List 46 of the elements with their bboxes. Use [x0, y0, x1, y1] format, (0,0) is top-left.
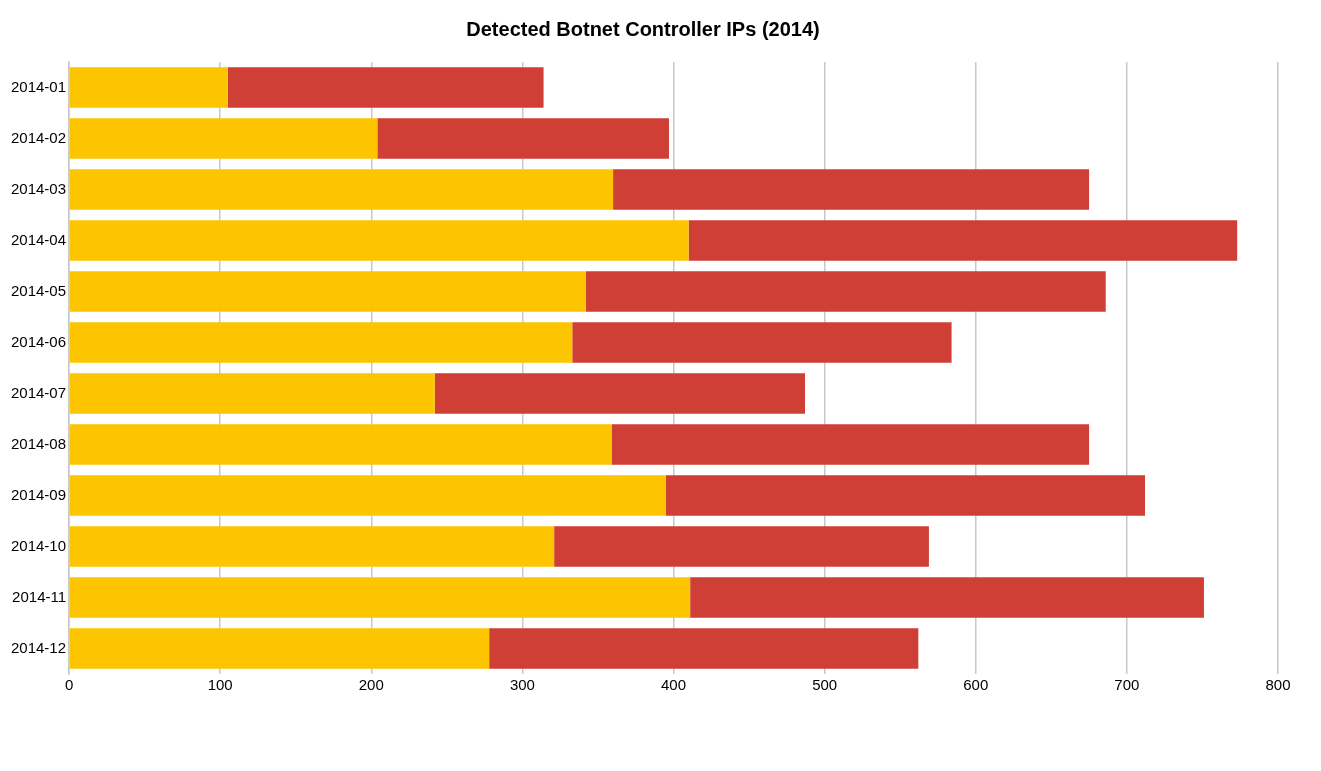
- bar: [69, 169, 614, 210]
- x-tick-label: 700: [1114, 676, 1140, 694]
- bar: [554, 526, 929, 567]
- y-tick-label: 2014-03: [10, 179, 67, 197]
- y-tick-label: 2014-10: [10, 536, 67, 554]
- y-tick-label: 2014-02: [10, 128, 67, 146]
- bar: [69, 475, 666, 516]
- bar: [688, 220, 1238, 261]
- bar: [227, 67, 544, 108]
- bar: [69, 322, 573, 363]
- y-tick-label: 2014-05: [10, 281, 67, 299]
- bar: [69, 67, 228, 108]
- bar: [690, 577, 1204, 618]
- bar: [572, 322, 952, 363]
- x-tick-label: 500: [812, 676, 838, 694]
- chart-title: Detected Botnet Controller IPs (2014): [466, 17, 820, 40]
- y-tick-label: 2014-11: [12, 587, 67, 605]
- x-tick-label: 800: [1265, 676, 1291, 694]
- y-tick-label: 2014-08: [10, 434, 67, 452]
- bar: [611, 424, 1090, 465]
- y-tick-label: 2014-04: [10, 230, 67, 248]
- bar: [69, 271, 586, 312]
- x-tick-label: 200: [358, 676, 384, 694]
- bar: [434, 373, 805, 414]
- x-tick-label: 400: [661, 676, 687, 694]
- bar: [69, 526, 555, 567]
- y-tick-label: 2014-06: [10, 332, 67, 350]
- y-tick-label: 2014-09: [10, 485, 67, 503]
- bar: [613, 169, 1090, 210]
- bar: [69, 373, 435, 414]
- bar: [585, 271, 1106, 312]
- x-tick-label: 100: [207, 676, 233, 694]
- bar: [665, 475, 1146, 516]
- bar: [69, 628, 490, 669]
- bar: [69, 220, 689, 261]
- x-tick-label: 600: [963, 676, 989, 694]
- bar: [489, 628, 919, 669]
- y-tick-label: 2014-07: [10, 383, 67, 401]
- y-tick-label: 2014-01: [10, 77, 67, 95]
- y-tick-label: 2014-12: [10, 638, 67, 656]
- bar: [69, 424, 612, 465]
- x-tick-label: 300: [509, 676, 535, 694]
- x-tick-label: 0: [64, 676, 74, 694]
- bar: [69, 577, 691, 618]
- bar: [69, 118, 378, 159]
- bar: [377, 118, 669, 159]
